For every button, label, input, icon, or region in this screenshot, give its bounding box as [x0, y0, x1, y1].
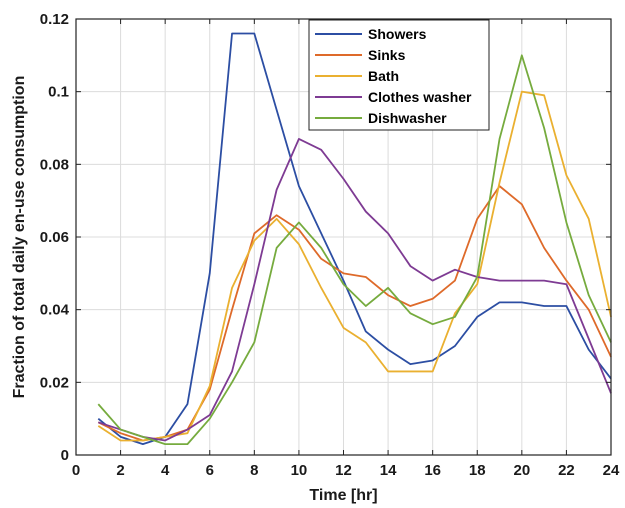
x-tick-label: 18 — [469, 462, 486, 479]
legend-label-sinks: Sinks — [368, 47, 406, 63]
x-axis-title: Time [hr] — [309, 487, 377, 504]
series-line-bath — [97, 90, 612, 442]
axis-ticks: 0 2 4 6 8 10 12 14 16 18 20 22 2400.020.040.060.080.… — [40, 11, 620, 479]
y-tick-label: 0.1 — [48, 84, 69, 101]
x-tick-label: 14 — [380, 462, 397, 479]
x-tick-label: 4 — [161, 462, 170, 479]
y-tick-label: 0.12 — [40, 11, 69, 28]
y-tick-label: 0.02 — [40, 374, 69, 391]
x-tick-label: 6 — [206, 462, 214, 479]
series-line-showers — [97, 32, 612, 446]
y-tick-label: 0.04 — [40, 302, 70, 319]
x-tick-label: 12 — [335, 462, 352, 479]
x-tick-label: 24 — [603, 462, 620, 479]
y-tick-label: 0 — [61, 447, 69, 464]
y-tick-label: 0.08 — [40, 156, 69, 173]
series-lines — [97, 32, 612, 446]
series-line-clothes-washer — [98, 137, 612, 442]
y-tick-label: 0.06 — [40, 229, 69, 246]
y-axis-title: Fraction of total daily en-use consumpti… — [11, 76, 28, 399]
x-tick-label: 10 — [291, 462, 308, 479]
x-tick-label: 0 — [72, 462, 80, 479]
legend-label-bath: Bath — [368, 68, 399, 84]
legend-label-showers: Showers — [368, 26, 427, 42]
series-line-dishwasher — [97, 54, 612, 446]
legend-label-clothes-washer: Clothes washer — [368, 89, 472, 105]
x-tick-label: 16 — [424, 462, 441, 479]
x-tick-label: 2 — [116, 462, 124, 479]
legend: Showers Sinks Bath Clothes washer Dishwasher — [308, 19, 490, 131]
x-tick-label: 22 — [558, 462, 575, 479]
x-tick-label: 8 — [250, 462, 258, 479]
legend-label-dishwasher: Dishwasher — [368, 110, 447, 126]
x-tick-label: 20 — [513, 462, 530, 479]
